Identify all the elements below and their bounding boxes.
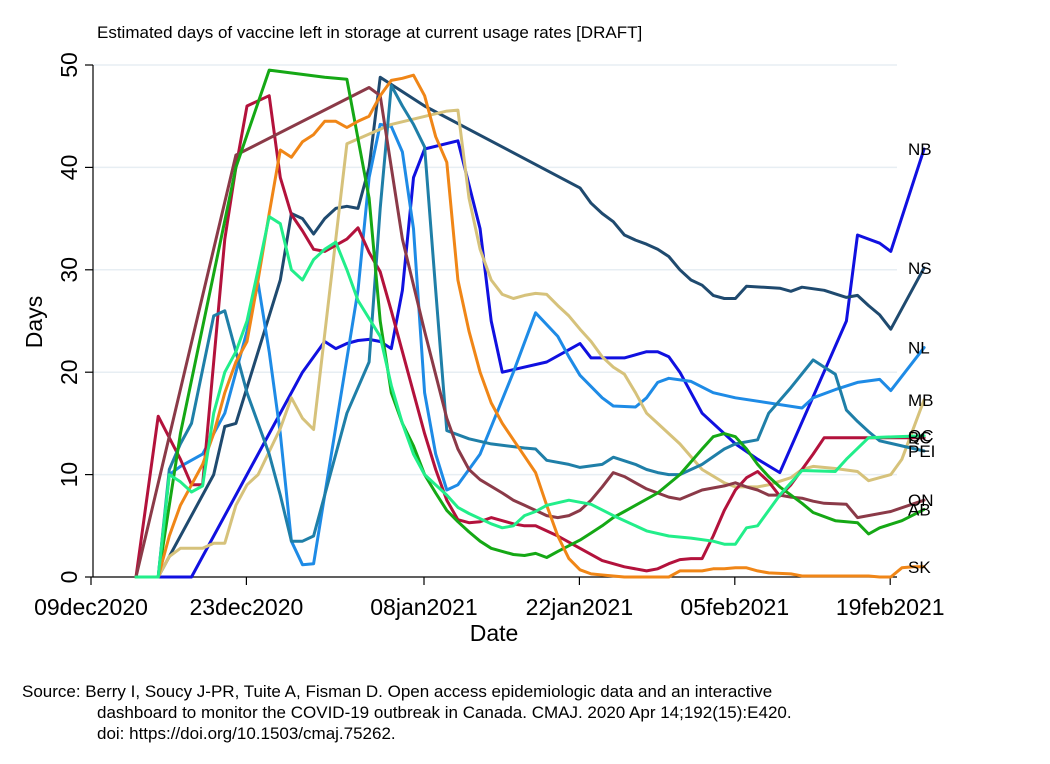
series-line-mb (134, 108, 926, 579)
series-label-mb: MB (908, 391, 934, 410)
series-line-nl (134, 122, 926, 579)
x-axis-title: Date (470, 620, 519, 646)
y-tick-label: 50 (56, 52, 82, 78)
x-tick-label: 05feb2021 (680, 594, 789, 620)
series-label-ab: AB (908, 500, 931, 519)
series-lines (134, 68, 926, 579)
y-tick-label: 40 (56, 155, 82, 181)
source-line-3: doi: https://doi.org/10.1503/cmaj.75262. (97, 724, 396, 743)
axes: 0 10 20 30 40 50 09dec2020 23dec2020 08jan2021 22… (34, 52, 944, 620)
series-line-pei (134, 84, 926, 579)
series-line-on (134, 86, 926, 579)
series-line-ab (134, 68, 926, 579)
y-tick-label: 20 (56, 359, 82, 385)
y-tick-label: 30 (56, 257, 82, 283)
y-tick-label: 0 (56, 571, 82, 584)
series-label-ns: NS (908, 259, 932, 278)
source-line-2: dashboard to monitor the COVID-19 outbre… (97, 703, 792, 722)
y-axis-title: Days (21, 296, 47, 348)
x-tick-label: 23dec2020 (189, 594, 303, 620)
series-line-bc (134, 94, 926, 579)
series-label-on: ON (908, 491, 934, 510)
series-line-nb (134, 139, 926, 579)
series-label-qc: QC (908, 427, 934, 446)
series-label-nb: NB (908, 140, 932, 159)
series-label-sk: SK (908, 558, 931, 577)
y-tick-label: 10 (56, 462, 82, 488)
x-tick-label: 08jan2021 (370, 594, 477, 620)
x-tick-label: 22jan2021 (526, 594, 633, 620)
series-label-nl: NL (908, 339, 930, 358)
series-label-bc: BC (908, 429, 932, 448)
x-tick-label: 09dec2020 (34, 594, 148, 620)
chart-title: Estimated days of vaccine left in storag… (97, 23, 642, 42)
x-tick-label: 19feb2021 (836, 594, 945, 620)
series-label-pei: PEI (908, 442, 935, 461)
series-line-ns (134, 75, 926, 579)
series-line-qc (134, 215, 926, 579)
source-line-1: Source: Berry I, Soucy J-PR, Tuite A, Fi… (22, 682, 772, 701)
